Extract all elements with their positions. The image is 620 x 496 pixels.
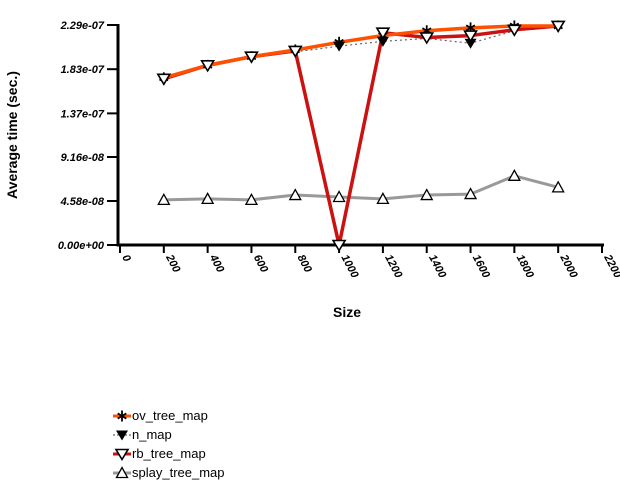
marker-splay_tree_map	[551, 180, 565, 193]
y-tick-label: 0.00e+00	[58, 240, 105, 252]
marker-rb_tree_map	[506, 24, 522, 37]
x-tick-label: 1200	[382, 253, 404, 281]
legend-marker-n_map	[116, 430, 128, 440]
legend-label: n_map	[132, 427, 172, 442]
marker-splay_tree_map	[288, 188, 302, 201]
x-tick-label: 600	[251, 253, 271, 276]
x-axis-label: Size	[333, 304, 361, 320]
legend-label: rb_tree_map	[132, 446, 206, 461]
x-tick-label: 800	[295, 253, 315, 276]
marker-rb_tree_map	[200, 60, 216, 73]
marker-splay_tree_map	[376, 192, 390, 205]
triangle-down-filled-icon	[113, 430, 131, 440]
y-tick-label: 1.37e-07	[61, 108, 105, 120]
marker-n_map	[464, 38, 477, 49]
y-tick-label: 4.58e-08	[60, 196, 105, 208]
marker-n_map	[376, 36, 389, 47]
marker-rb_tree_map	[550, 20, 566, 34]
marker-rb_tree_map	[419, 32, 435, 45]
legend-marker-splay_tree_map	[115, 465, 129, 478]
series-markers	[156, 20, 566, 253]
marker-rb_tree_map	[331, 239, 347, 253]
series-line-ov_tree_map	[163, 24, 559, 80]
legend-item-rb_tree_map: rb_tree_map	[112, 444, 225, 463]
marker-rb_tree_map	[244, 51, 259, 64]
y-tick-label: 1.83e-07	[61, 64, 105, 76]
marker-splay_tree_map	[507, 168, 521, 181]
asterisk-icon	[113, 410, 131, 421]
series-lines	[163, 24, 559, 247]
triangle-up-open-icon	[113, 465, 131, 478]
marker-splay_tree_map	[244, 192, 259, 205]
y-axis-label: Average time (sec.)	[4, 71, 20, 199]
axes: 0.00e+00 4.58e-08 9.16e-08 1.37e-07 1.83e-07…	[58, 20, 620, 281]
x-tick-label: 2200	[601, 252, 620, 281]
marker-n_map	[333, 41, 346, 52]
x-tick-label: 2000	[557, 252, 580, 281]
legend-label: splay_tree_map	[132, 465, 225, 480]
series-line-splay_tree_map	[163, 174, 559, 202]
x-tick-label: 0	[119, 253, 133, 265]
legend-label: ov_tree_map	[132, 408, 208, 423]
triangle-down-open-icon	[113, 448, 131, 461]
legend-marker-rb_tree_map	[114, 448, 130, 461]
x-tick-label: 400	[207, 252, 227, 276]
chart-legend: ov_tree_map n_map rb_tree_map splay_tree_ma…	[112, 406, 225, 482]
marker-splay_tree_map	[420, 188, 434, 201]
marker-splay_tree_map	[157, 192, 171, 205]
x-tick-label: 1000	[338, 253, 360, 281]
x-tick-label: 200	[163, 252, 183, 276]
marker-rb_tree_map	[375, 27, 391, 40]
plot-area: 0.00e+00 4.58e-08 9.16e-08 1.37e-07 1.83e-07…	[4, 20, 620, 320]
marker-splay_tree_map	[332, 190, 346, 203]
legend-item-n_map: n_map	[112, 425, 225, 444]
marker-rb_tree_map	[287, 45, 303, 58]
marker-rb_tree_map	[463, 30, 478, 43]
marker-splay_tree_map	[463, 187, 478, 200]
x-tick-label: 1600	[470, 253, 492, 281]
marker-rb_tree_map	[156, 73, 172, 86]
marker-splay_tree_map	[201, 192, 215, 205]
x-tick-label: 1800	[514, 253, 536, 281]
series-line-rb_tree_map	[163, 24, 559, 247]
y-tick-label: 2.29e-07	[60, 20, 105, 32]
y-tick-label: 9.16e-08	[61, 152, 105, 164]
x-tick-label: 1400	[426, 253, 448, 281]
legend-item-ov_tree_map: ov_tree_map	[112, 406, 225, 425]
legend-item-splay_tree_map: splay_tree_map	[112, 463, 225, 482]
legend-marker-ov_tree_map	[117, 410, 127, 421]
series-line-n_map	[163, 26, 559, 81]
